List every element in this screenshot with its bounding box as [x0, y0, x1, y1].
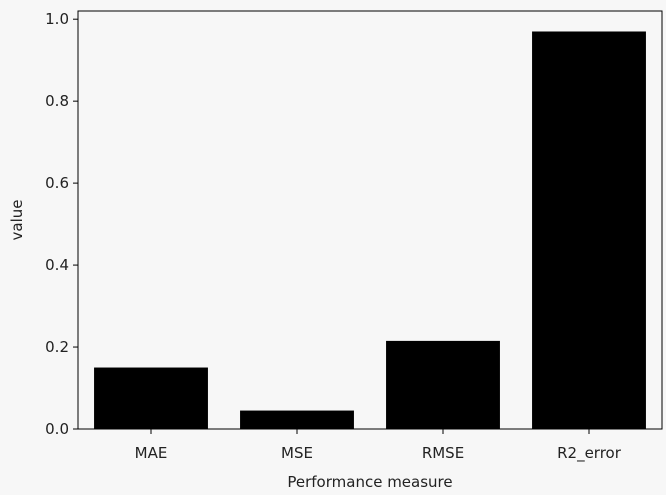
- y-tick-label: 0.0: [45, 420, 69, 438]
- y-tick-label: 0.8: [45, 92, 69, 110]
- plot-frame: [77, 10, 663, 430]
- y-tick-label: 1.0: [45, 10, 69, 28]
- x-tick-label: MSE: [281, 444, 313, 462]
- bar-mse: [240, 410, 354, 429]
- bar-r2-error: [532, 31, 646, 429]
- bar-rmse: [386, 340, 500, 429]
- y-axis: 0.0 0.2 0.4 0.6 0.8 1.0: [45, 10, 78, 438]
- x-axis: MAE MSE RMSE R2_error: [135, 429, 622, 463]
- y-tick-label: 0.4: [45, 256, 69, 274]
- y-tick-label: 0.2: [45, 338, 69, 356]
- x-tick-label: R2_error: [557, 444, 622, 463]
- x-tick-label: RMSE: [422, 444, 464, 462]
- x-axis-label: Performance measure: [287, 473, 452, 491]
- x-tick-label: MAE: [135, 444, 168, 462]
- bar-mae: [94, 367, 208, 429]
- y-tick-label: 0.6: [45, 174, 69, 192]
- bars-group: [94, 31, 646, 429]
- y-axis-label: value: [8, 200, 26, 241]
